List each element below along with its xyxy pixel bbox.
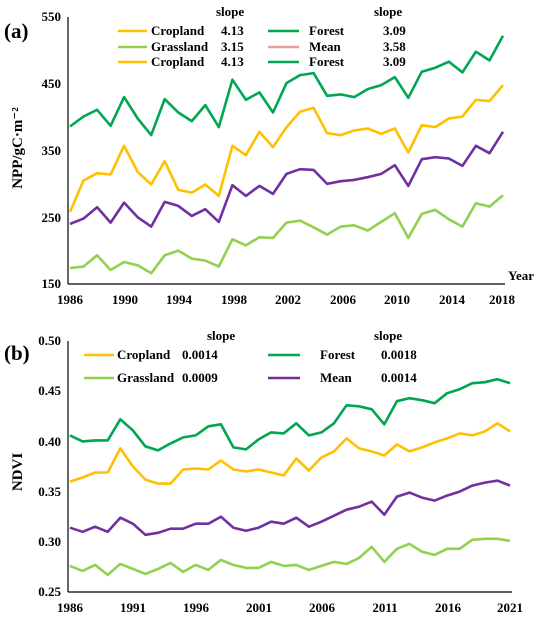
- panel-a-xlabel: Year: [508, 268, 534, 283]
- panel-a-x-ticks: 1986 1990 1994 1998 2002 2006 2010 2014 …: [57, 292, 516, 307]
- panel-b-slope-header: slope: [374, 328, 402, 343]
- panel-b-legend: slope slope Cropland 0.0014 Forest 0.001…: [84, 328, 417, 385]
- panel-a-xtick-label: 1986: [57, 292, 84, 307]
- panel-a-slope-header: slope: [216, 4, 244, 19]
- panel-b-ytick-label: 0.25: [38, 584, 61, 599]
- panel-a-xtick-label: 1994: [166, 292, 193, 307]
- panel-a-xtick-label: 2018: [489, 292, 516, 307]
- legend-slope-forest: 0.0018: [381, 347, 417, 362]
- legend-label-forest-2: Forest: [309, 54, 345, 69]
- legend-label-cropland: Cropland: [151, 23, 205, 38]
- panel-b-ytick-label: 0.30: [38, 534, 61, 549]
- legend-slope-cropland: 0.0014: [182, 347, 218, 362]
- panel-a-label: (a): [4, 19, 29, 43]
- panel-b-x-ticks: 1986 1991 1996 2001 2006 2011 2016 2021: [57, 600, 523, 615]
- series-line-mean: [69, 479, 511, 537]
- series-line-grassland: [69, 537, 511, 577]
- series-line-forest: [69, 377, 511, 452]
- panel-a-ylabel: NPP/gC·m⁻²: [10, 107, 26, 189]
- panel-a-xtick-label: 2014: [439, 292, 466, 307]
- panel-b-slope-header: slope: [207, 328, 235, 343]
- legend-slope-cropland: 4.13: [221, 23, 244, 38]
- series-line-cropland: [68, 84, 504, 213]
- panel-a-slope-header: slope: [374, 4, 402, 19]
- panel-b-xtick-label: 1986: [57, 600, 84, 615]
- panel-b-ytick-label: 0.45: [38, 383, 61, 398]
- panel-a-y-ticks: 550 450 350 250 150: [42, 9, 62, 291]
- panel-b-xtick-label: 1996: [183, 600, 210, 615]
- panel-a-ytick-label: 350: [42, 143, 62, 158]
- panel-b: (b) NDVI 0.50 0.45 0.40 0.35 0.30 0.25 1…: [4, 328, 523, 615]
- series-line-forest: [69, 35, 505, 137]
- panel-b-xtick-label: 1991: [120, 600, 146, 615]
- series-line-grassland: [69, 194, 504, 275]
- legend-label-grassland: Grassland: [151, 39, 209, 54]
- panel-b-label: (b): [4, 341, 30, 365]
- legend-label-forest: Forest: [309, 23, 345, 38]
- panel-a-legend: slope slope Cropland 4.13 Forest 3.09 Gr…: [118, 4, 406, 69]
- panel-a-ytick-label: 150: [42, 276, 62, 291]
- panel-b-xtick-label: 2016: [435, 600, 462, 615]
- panel-b-ytick-label: 0.35: [38, 484, 61, 499]
- panel-b-y-ticks: 0.50 0.45 0.40 0.35 0.30 0.25: [38, 333, 61, 599]
- panel-a-xtick-label: 1998: [221, 292, 248, 307]
- legend-slope-forest-2: 3.09: [383, 54, 406, 69]
- panel-a-ytick-label: 550: [42, 9, 62, 24]
- panel-a-xtick-label: 2002: [275, 292, 301, 307]
- legend-slope-cropland-2: 4.13: [221, 54, 244, 69]
- panel-b-xtick-label: 2006: [309, 600, 336, 615]
- series-line-cropland: [69, 421, 511, 485]
- legend-slope-grassland: 3.15: [221, 39, 244, 54]
- panel-a-ytick-label: 450: [42, 76, 62, 91]
- legend-slope-grassland: 0.0009: [182, 370, 218, 385]
- panel-a-xtick-label: 2010: [384, 292, 410, 307]
- panel-a: (a) NPP/gC·m⁻² 550 450 350 250 150 1986 …: [4, 4, 534, 307]
- legend-slope-mean: 0.0014: [381, 370, 417, 385]
- panel-a-ytick-label: 250: [42, 210, 62, 225]
- panel-b-xtick-label: 2001: [246, 600, 272, 615]
- legend-label-grassland: Grassland: [117, 370, 175, 385]
- panel-a-xtick-label: 2006: [330, 292, 357, 307]
- legend-slope-mean: 3.58: [383, 39, 406, 54]
- legend-label-mean: Mean: [309, 39, 342, 54]
- panel-a-xtick-label: 1990: [112, 292, 138, 307]
- legend-label-cropland-2: Cropland: [151, 54, 205, 69]
- panel-b-xtick-label: 2011: [372, 600, 397, 615]
- series-line-mean: [69, 131, 505, 228]
- legend-label-cropland: Cropland: [117, 347, 171, 362]
- panel-b-ylabel: NDVI: [10, 453, 26, 491]
- panel-a-series: [68, 35, 505, 275]
- legend-slope-label-forest: Forest: [320, 347, 356, 362]
- panel-b-ytick-label: 0.50: [38, 333, 61, 348]
- panel-b-series: [69, 377, 511, 577]
- panel-b-ytick-label: 0.40: [38, 434, 61, 449]
- legend-slope-forest: 3.09: [383, 23, 406, 38]
- panel-b-xtick-label: 2021: [497, 600, 523, 615]
- legend-label-mean: Mean: [320, 370, 353, 385]
